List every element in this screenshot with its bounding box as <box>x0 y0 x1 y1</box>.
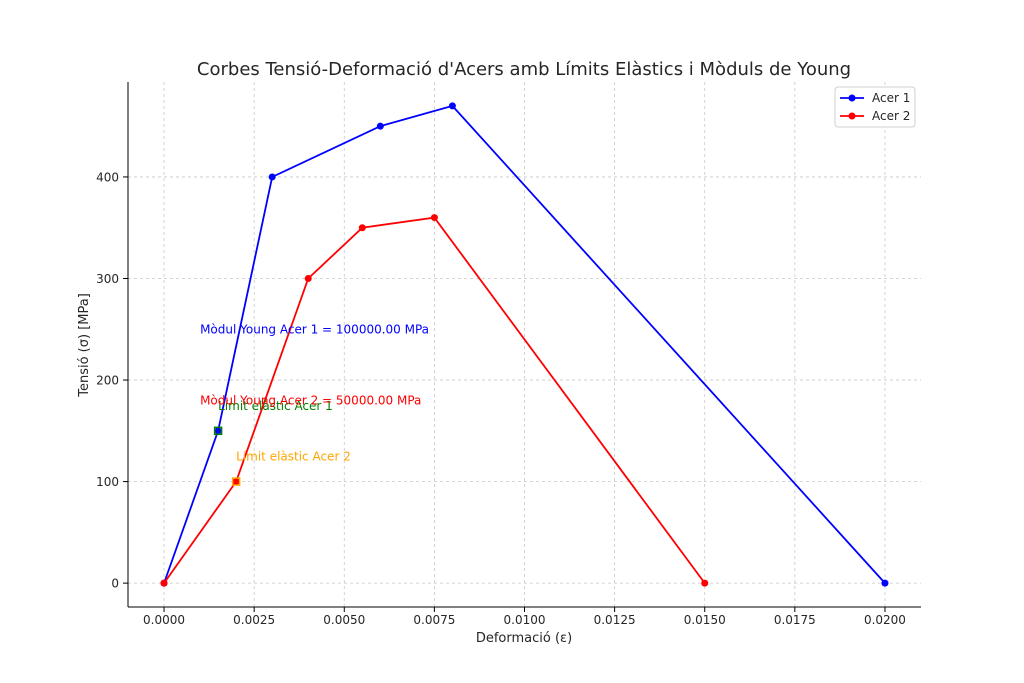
y-tick-label: 200 <box>96 374 119 388</box>
x-tick-label: 0.0050 <box>323 613 365 627</box>
data-point <box>232 478 240 486</box>
data-point <box>358 224 366 232</box>
ticks: 0.0000 0.0025 0.0050 0.0075 0.0100 0.0125 0.01… <box>96 170 906 627</box>
data-point <box>304 274 312 282</box>
data-point <box>268 173 276 181</box>
x-axis-label: Deformació (ε) <box>476 631 572 646</box>
data-point <box>376 122 384 130</box>
x-tick-label: 0.0150 <box>684 613 726 627</box>
legend: Acer 1 Acer 2 <box>834 86 916 128</box>
elastic-limit-marker-1 <box>213 426 223 436</box>
elastic-limit-label-2: Límit elàstic Acer 2 <box>236 450 351 464</box>
data-point <box>430 214 438 222</box>
data-point <box>881 579 889 587</box>
x-tick-label: 0.0200 <box>864 613 906 627</box>
data-point <box>701 579 709 587</box>
y-tick-label: 400 <box>96 170 119 184</box>
data-point <box>448 102 456 110</box>
x-tick-label: 0.0000 <box>143 613 185 627</box>
data-point <box>214 427 222 435</box>
series-line-1 <box>163 104 886 584</box>
x-tick-label: 0.0175 <box>774 613 816 627</box>
y-tick-label: 300 <box>96 272 119 286</box>
elastic-limit-label-1: Límit elàstic Acer 1 <box>218 399 333 413</box>
legend-marker-1 <box>848 94 856 102</box>
legend-label-1: Acer 1 <box>872 91 910 105</box>
modulus-annotation-2: Mòdul Young Acer 2 = 50000.00 MPa <box>200 393 421 407</box>
chart-title: Corbes Tensió-Deformació d'Acers amb Lím… <box>197 59 851 80</box>
data-point <box>160 579 168 587</box>
y-tick-label: 100 <box>96 475 119 489</box>
series-line-2 <box>163 216 706 584</box>
legend-marker-2 <box>848 112 856 120</box>
x-tick-label: 0.0075 <box>413 613 455 627</box>
x-tick-label: 0.0125 <box>594 613 636 627</box>
series-lines <box>160 102 889 587</box>
elastic-limit-marker-2 <box>231 477 241 486</box>
y-axis-label: Tensió (σ) [MPa] <box>77 293 92 398</box>
annotations: Límit elàstic Acer 1 Límit elàstic Acer 2… <box>200 322 429 486</box>
legend-label-2: Acer 2 <box>872 109 910 123</box>
grid <box>128 82 921 607</box>
x-tick-label: 0.0100 <box>504 613 546 627</box>
y-tick-label: 0 <box>111 577 119 591</box>
modulus-annotation-1: Mòdul Young Acer 1 = 100000.00 MPa <box>200 322 429 336</box>
x-tick-label: 0.0025 <box>233 613 275 627</box>
